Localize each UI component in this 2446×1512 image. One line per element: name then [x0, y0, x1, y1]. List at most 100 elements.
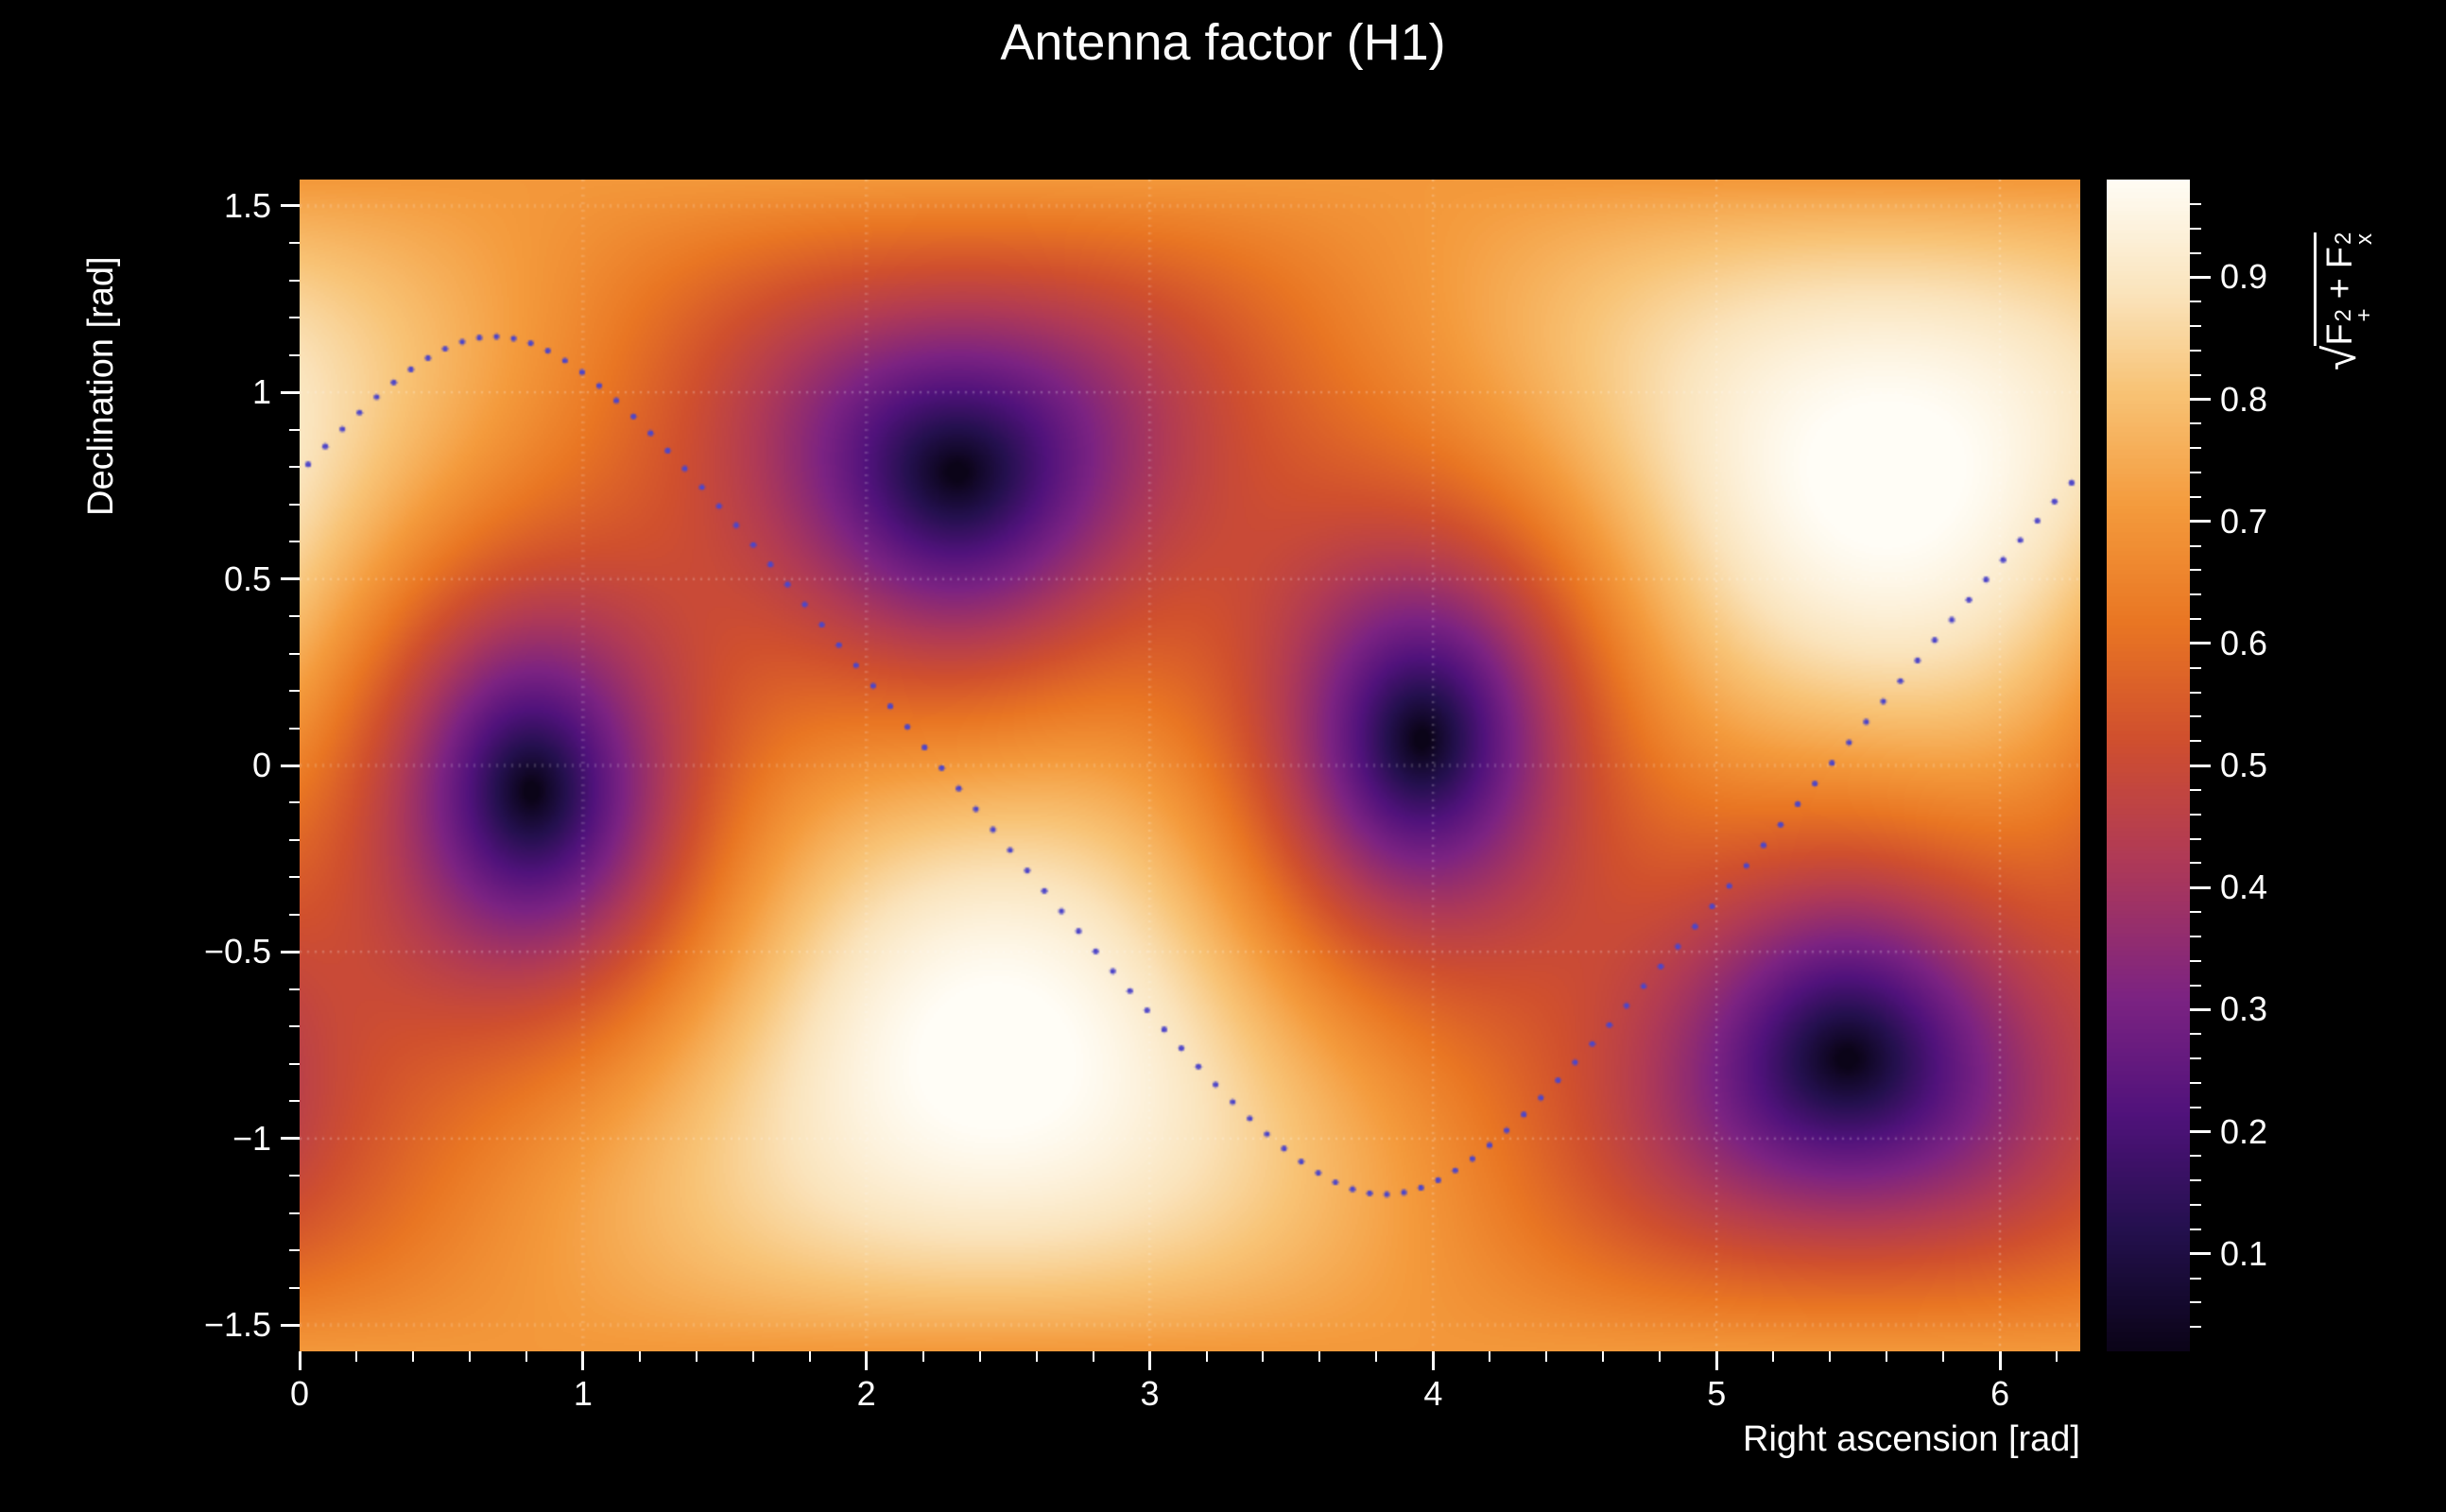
colorbar-minor-tick	[2190, 740, 2201, 743]
colorbar-minor-tick	[2190, 495, 2201, 498]
colorbar-minor-tick	[2190, 544, 2201, 547]
colorbar-major-tick	[2190, 398, 2211, 401]
colorbar-minor-tick	[2190, 1301, 2201, 1304]
x-minor-tick	[525, 1351, 527, 1362]
y-major-tick	[281, 204, 300, 208]
colorbar-major-tick	[2190, 1252, 2211, 1256]
colorbar-minor-tick	[2190, 227, 2201, 230]
colorbar-tick-label: 0.8	[2220, 379, 2268, 419]
y-minor-tick	[289, 652, 300, 655]
y-minor-tick	[289, 541, 300, 543]
x-minor-tick	[1035, 1351, 1038, 1362]
colorbar-minor-tick	[2190, 202, 2201, 205]
y-major-tick	[281, 950, 300, 954]
y-minor-tick	[289, 1175, 300, 1177]
x-axis-title: Right ascension [rad]	[1743, 1419, 2080, 1459]
x-minor-tick	[1545, 1351, 1548, 1362]
x-minor-tick	[922, 1351, 924, 1362]
x-minor-tick	[1942, 1351, 1945, 1362]
colorbar-tick-label: 0.2	[2220, 1111, 2268, 1151]
colorbar-minor-tick	[2190, 301, 2201, 303]
x-minor-tick	[1772, 1351, 1775, 1362]
y-minor-tick	[289, 1211, 300, 1214]
colorbar-major-tick	[2190, 764, 2211, 767]
colorbar-minor-tick	[2190, 1081, 2201, 1084]
x-tick-label: 3	[1140, 1374, 1160, 1413]
colorbar-minor-tick	[2190, 1179, 2201, 1182]
x-major-tick	[1998, 1351, 2002, 1370]
x-tick-label: 0	[289, 1374, 310, 1413]
x-minor-tick	[1092, 1351, 1094, 1362]
x-minor-tick	[1262, 1351, 1265, 1362]
y-minor-tick	[289, 615, 300, 618]
plus-operator: +	[2320, 278, 2360, 300]
colorbar-tick-label: 0.7	[2220, 501, 2268, 541]
colorbar-major-tick	[2190, 885, 2211, 889]
x-minor-tick	[1318, 1351, 1321, 1362]
f-cross-symbol: F	[2320, 247, 2360, 269]
colorbar-minor-tick	[2190, 788, 2201, 791]
colorbar-minor-tick	[2190, 959, 2201, 962]
f-plus-indices: 2 +	[2331, 308, 2377, 321]
y-major-tick	[281, 577, 300, 581]
y-minor-tick	[289, 913, 300, 916]
x-minor-tick	[1375, 1351, 1378, 1362]
colorbar-minor-tick	[2190, 447, 2201, 450]
colorbar-minor-tick	[2190, 373, 2201, 376]
y-minor-tick	[289, 1062, 300, 1065]
x-tick-label: 6	[1990, 1374, 2010, 1413]
y-minor-tick	[289, 876, 300, 879]
colorbar	[2107, 180, 2190, 1351]
x-minor-tick	[2056, 1351, 2058, 1362]
y-major-tick	[281, 1137, 300, 1141]
x-minor-tick	[638, 1351, 641, 1362]
colorbar-tick-label: 0.5	[2220, 746, 2268, 784]
x-tick-label: 1	[573, 1374, 593, 1413]
y-tick-label: 1.5	[223, 185, 271, 225]
x-minor-tick	[1205, 1351, 1208, 1362]
colorbar-minor-tick	[2190, 862, 2201, 865]
y-minor-tick	[289, 503, 300, 506]
x-minor-tick	[468, 1351, 471, 1362]
x-minor-tick	[1886, 1351, 1888, 1362]
y-minor-tick	[289, 1249, 300, 1252]
colorbar-minor-tick	[2190, 911, 2201, 913]
y-minor-tick	[289, 1100, 300, 1103]
subscript-x: x	[2351, 233, 2377, 245]
colorbar-minor-tick	[2190, 813, 2201, 816]
radical-sign: √	[2316, 345, 2366, 370]
x-minor-tick	[1489, 1351, 1491, 1362]
colorbar-tick-label: 0.1	[2220, 1233, 2268, 1273]
x-minor-tick	[695, 1351, 698, 1362]
x-tick-label: 4	[1423, 1374, 1443, 1413]
colorbar-minor-tick	[2190, 837, 2201, 840]
y-major-tick	[281, 764, 300, 767]
x-minor-tick	[978, 1351, 981, 1362]
colorbar-major-tick	[2190, 275, 2211, 279]
y-minor-tick	[289, 727, 300, 730]
y-tick-label: 1	[251, 372, 271, 412]
colorbar-minor-tick	[2190, 349, 2201, 352]
colorbar-minor-tick	[2190, 715, 2201, 718]
x-minor-tick	[751, 1351, 754, 1362]
x-minor-tick	[1602, 1351, 1605, 1362]
colorbar-minor-tick	[2190, 1106, 2201, 1108]
colorbar-minor-tick	[2190, 1326, 2201, 1329]
x-major-tick	[1148, 1351, 1152, 1370]
y-minor-tick	[289, 801, 300, 804]
f-plus-symbol: F	[2320, 323, 2360, 346]
y-minor-tick	[289, 690, 300, 693]
y-minor-tick	[289, 988, 300, 990]
colorbar-major-tick	[2190, 520, 2211, 524]
y-tick-label: −1.5	[203, 1305, 271, 1345]
y-minor-tick	[289, 353, 300, 356]
colorbar-minor-tick	[2190, 1155, 2201, 1158]
colorbar-minor-tick	[2190, 618, 2201, 620]
y-tick-label: −1	[232, 1118, 271, 1158]
colorbar-minor-tick	[2190, 1228, 2201, 1230]
colorbar-minor-tick	[2190, 1057, 2201, 1059]
x-major-tick	[581, 1351, 585, 1370]
y-minor-tick	[289, 242, 300, 245]
y-minor-tick	[289, 317, 300, 319]
